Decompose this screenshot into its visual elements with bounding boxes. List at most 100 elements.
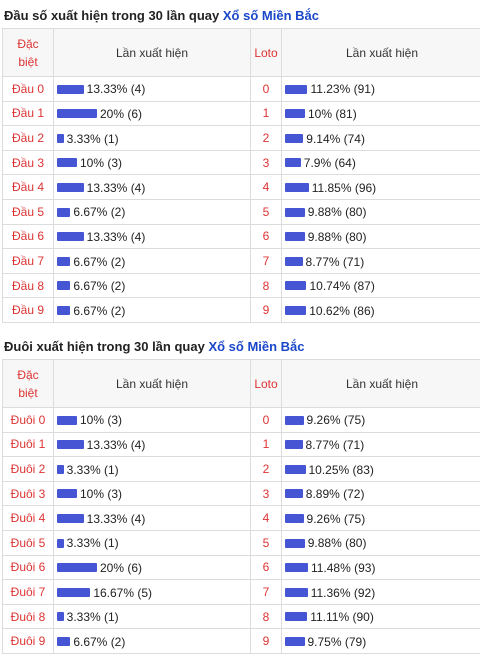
special-value: 13.33% (4)	[87, 438, 146, 452]
loto-bar	[285, 465, 306, 474]
special-count-cell: 6.67% (2)	[54, 298, 251, 323]
special-value: 3.33% (1)	[67, 536, 119, 550]
row-label: Đuôi 2	[3, 457, 54, 482]
special-count-cell: 13.33% (4)	[54, 77, 251, 102]
loto-digit: 5	[251, 199, 282, 224]
special-count-cell: 3.33% (1)	[54, 530, 251, 555]
loto-count-cell: 8.77% (71)	[282, 249, 480, 274]
loto-digit: 7	[251, 580, 282, 605]
special-value: 13.33% (4)	[87, 230, 146, 244]
special-value: 13.33% (4)	[87, 181, 146, 195]
loto-count-cell: 9.88% (80)	[282, 224, 480, 249]
special-value: 3.33% (1)	[67, 610, 119, 624]
header-special: Đặc biệt	[3, 29, 54, 77]
row-label: Đuôi 0	[3, 408, 54, 433]
row-label: Đuôi 1	[3, 432, 54, 457]
dau-header-row: Đặc biệt Lần xuất hiện Loto Lần xuất hiệ…	[3, 29, 480, 77]
header-special: Đặc biệt	[3, 360, 54, 408]
special-count-cell: 3.33% (1)	[54, 604, 251, 629]
special-count-cell: 10% (3)	[54, 481, 251, 506]
dau-title: Đầu số xuất hiện trong 30 lần quay Xổ số…	[2, 4, 478, 28]
special-bar	[57, 158, 77, 167]
loto-bar	[285, 208, 305, 217]
special-bar	[57, 257, 70, 266]
special-count-cell: 6.67% (2)	[54, 249, 251, 274]
special-count-cell: 20% (6)	[54, 555, 251, 580]
special-value: 6.67% (2)	[73, 304, 125, 318]
row-label: Đầu 7	[3, 249, 54, 274]
row-label: Đầu 8	[3, 273, 54, 298]
loto-bar	[285, 440, 303, 449]
loto-value: 10.74% (87)	[309, 279, 374, 293]
duoi-header-row: Đặc biệt Lần xuất hiện Loto Lần xuất hiệ…	[3, 360, 480, 408]
duoi-title-link[interactable]: Xổ số Miền Bắc	[208, 339, 304, 354]
loto-value: 11.85% (96)	[312, 181, 376, 195]
special-bar	[57, 232, 84, 241]
special-value: 6.67% (2)	[73, 279, 125, 293]
loto-digit: 8	[251, 604, 282, 629]
loto-value: 9.88% (80)	[308, 230, 367, 244]
loto-count-cell: 10.62% (86)	[282, 298, 480, 323]
loto-value: 10.62% (86)	[309, 304, 374, 318]
loto-digit: 2	[251, 126, 282, 151]
dau-table: Đặc biệt Lần xuất hiện Loto Lần xuất hiệ…	[2, 28, 480, 323]
loto-value: 11.23% (91)	[310, 82, 374, 96]
special-value: 10% (3)	[80, 487, 122, 501]
special-value: 3.33% (1)	[67, 131, 119, 145]
special-bar	[57, 306, 70, 315]
special-bar	[57, 440, 84, 449]
header-special-count: Lần xuất hiện	[54, 29, 251, 77]
special-value: 13.33% (4)	[87, 82, 146, 96]
loto-bar	[285, 257, 303, 266]
loto-digit: 4	[251, 175, 282, 200]
loto-value: 9.26% (75)	[307, 413, 366, 427]
loto-digit: 6	[251, 555, 282, 580]
loto-count-cell: 11.23% (91)	[282, 77, 480, 102]
special-bar	[57, 637, 70, 646]
loto-value: 8.89% (72)	[306, 487, 365, 501]
loto-digit: 0	[251, 408, 282, 433]
loto-count-cell: 9.26% (75)	[282, 408, 480, 433]
special-value: 20% (6)	[100, 107, 142, 121]
loto-digit: 1	[251, 101, 282, 126]
loto-value: 7.9% (64)	[304, 156, 356, 170]
loto-value: 11.11% (90)	[310, 610, 374, 624]
special-value: 6.67% (2)	[73, 635, 125, 649]
loto-value: 9.88% (80)	[308, 536, 367, 550]
row-label: Đầu 5	[3, 199, 54, 224]
special-count-cell: 3.33% (1)	[54, 457, 251, 482]
special-count-cell: 20% (6)	[54, 101, 251, 126]
row-label: Đuôi 9	[3, 629, 54, 654]
loto-count-cell: 9.88% (80)	[282, 199, 480, 224]
loto-digit: 3	[251, 481, 282, 506]
dau-title-link[interactable]: Xổ số Miền Bắc	[223, 8, 319, 23]
loto-digit: 8	[251, 273, 282, 298]
special-bar	[57, 588, 90, 597]
header-special-line2: biệt	[18, 386, 37, 400]
header-loto: Loto	[251, 29, 282, 77]
special-bar	[57, 539, 64, 548]
loto-bar	[285, 514, 304, 523]
special-bar	[57, 281, 70, 290]
special-bar	[57, 465, 64, 474]
loto-count-cell: 7.9% (64)	[282, 150, 480, 175]
duoi-table: Đặc biệt Lần xuất hiện Loto Lần xuất hiệ…	[2, 359, 480, 654]
special-count-cell: 13.33% (4)	[54, 224, 251, 249]
row-label: Đầu 1	[3, 101, 54, 126]
special-count-cell: 10% (3)	[54, 408, 251, 433]
special-bar	[57, 109, 97, 118]
loto-bar	[285, 563, 308, 572]
loto-count-cell: 10.74% (87)	[282, 273, 480, 298]
